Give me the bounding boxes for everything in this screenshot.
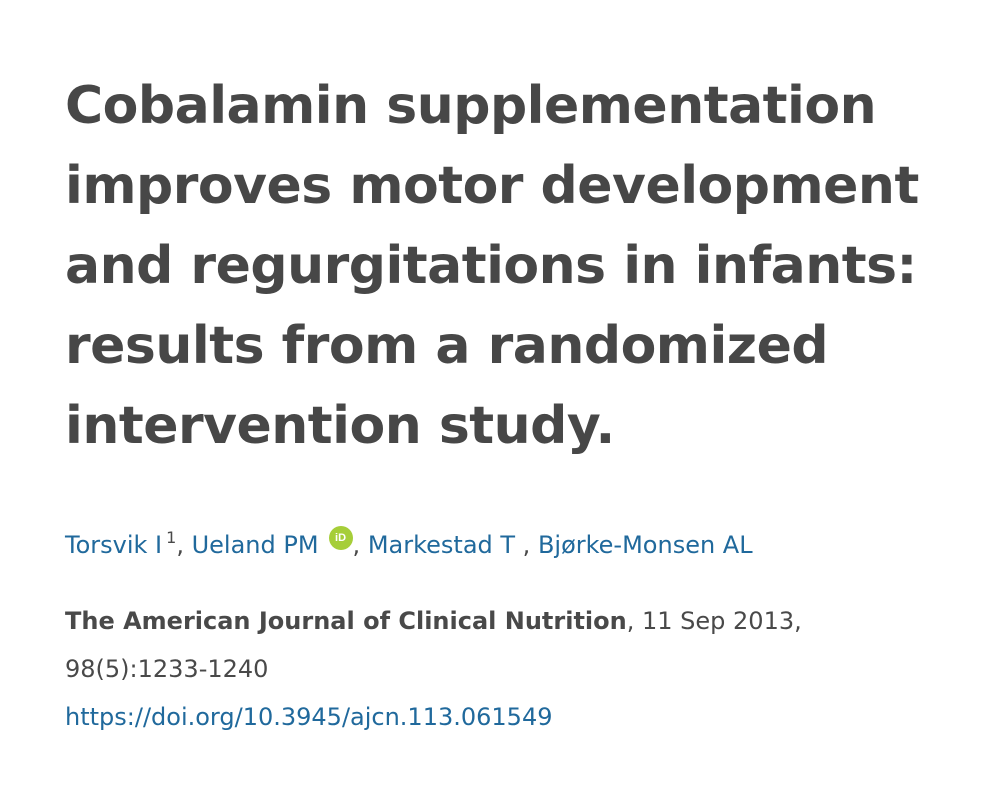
author-link-ueland[interactable]: Ueland PM [191,531,319,559]
journal-name: The American Journal of Clinical Nutriti… [65,607,627,635]
separator: , [515,531,538,559]
article-title: Cobalamin supplementation improves motor… [65,76,919,456]
volume-pages: 98(5):1233-1240 [65,655,269,683]
orcid-icon[interactable]: iD [328,526,353,550]
separator: , [352,531,368,559]
author-list: Torsvik I 1, Ueland PM iD, Markestad T , B… [65,522,945,561]
journal-line: The American Journal of Clinical Nutriti… [65,597,945,645]
citation: The American Journal of Clinical Nutriti… [65,597,945,741]
affiliation-sup: 1 [166,528,177,547]
article: Cobalamin supplementation improves motor… [65,66,945,741]
author-link-bjorke-monsen[interactable]: Bjørke-Monsen AL [537,531,753,559]
author-link-markestad[interactable]: Markestad T [367,531,516,559]
author-link-torsvik[interactable]: Torsvik I [65,531,163,559]
separator: , [176,531,192,559]
doi-link[interactable]: https://doi.org/10.3945/ajcn.113.061549 [65,703,553,731]
publication-date: , 11 Sep 2013, [626,607,802,635]
